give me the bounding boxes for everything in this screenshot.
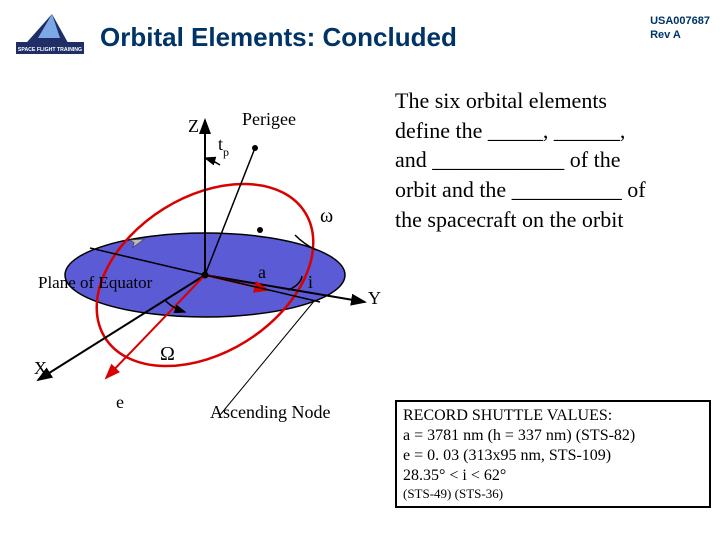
label-tp: tp: [218, 134, 229, 159]
omega-point: [257, 227, 263, 233]
svg-text:SPACE FLIGHT TRAINING: SPACE FLIGHT TRAINING: [18, 47, 82, 53]
record-ref: (STS-49) (STS-36): [403, 486, 703, 502]
label-x: X: [34, 358, 47, 378]
document-id: USA007687 Rev A: [650, 14, 710, 43]
body-line-4: orbit and the __________ of: [395, 177, 646, 202]
label-a: a: [258, 262, 266, 282]
tp-arc: [205, 158, 220, 165]
doc-number: USA007687: [650, 14, 710, 28]
label-plane-equator: Plane of Equator: [38, 273, 153, 292]
body-line-1: The six orbital elements: [395, 88, 607, 113]
doc-rev: Rev A: [650, 28, 710, 42]
body-line-2: define the _____, ______,: [395, 118, 625, 143]
ascending-node-pointer: [220, 300, 315, 415]
label-omega: ω: [320, 205, 333, 227]
body-line-5: the spacecraft on the orbit: [395, 207, 623, 232]
label-big-omega: Ω: [160, 343, 175, 365]
label-ascending-node: Ascending Node: [210, 402, 330, 422]
header: SPACE FLIGHT TRAINING Orbital Elements: …: [0, 8, 720, 68]
definition-text: The six orbital elements define the ____…: [395, 86, 705, 234]
label-y: Y: [368, 288, 381, 308]
focus-point: [202, 272, 209, 279]
logo-spaceflight-training: SPACE FLIGHT TRAINING: [10, 8, 90, 58]
perigee-point: [252, 145, 258, 151]
orbital-elements-diagram: Perigee Z tp ω a i Y X Ω e Plane of Equa…: [20, 80, 390, 450]
label-perigee: Perigee: [242, 109, 296, 129]
record-i: 28.35° < i < 62°: [403, 466, 703, 486]
label-e: e: [116, 392, 124, 412]
record-e: e = 0. 03 (313x95 nm, STS-109): [403, 446, 703, 466]
record-a: a = 3781 nm (h = 337 nm) (STS-82): [403, 426, 703, 446]
body-line-3: and ____________ of the: [395, 147, 620, 172]
label-i: i: [308, 272, 313, 292]
record-heading: RECORD SHUTTLE VALUES:: [403, 406, 703, 426]
record-shuttle-values-box: RECORD SHUTTLE VALUES: a = 3781 nm (h = …: [395, 400, 711, 508]
label-z: Z: [188, 116, 199, 136]
page-title: Orbital Elements: Concluded: [100, 22, 457, 53]
